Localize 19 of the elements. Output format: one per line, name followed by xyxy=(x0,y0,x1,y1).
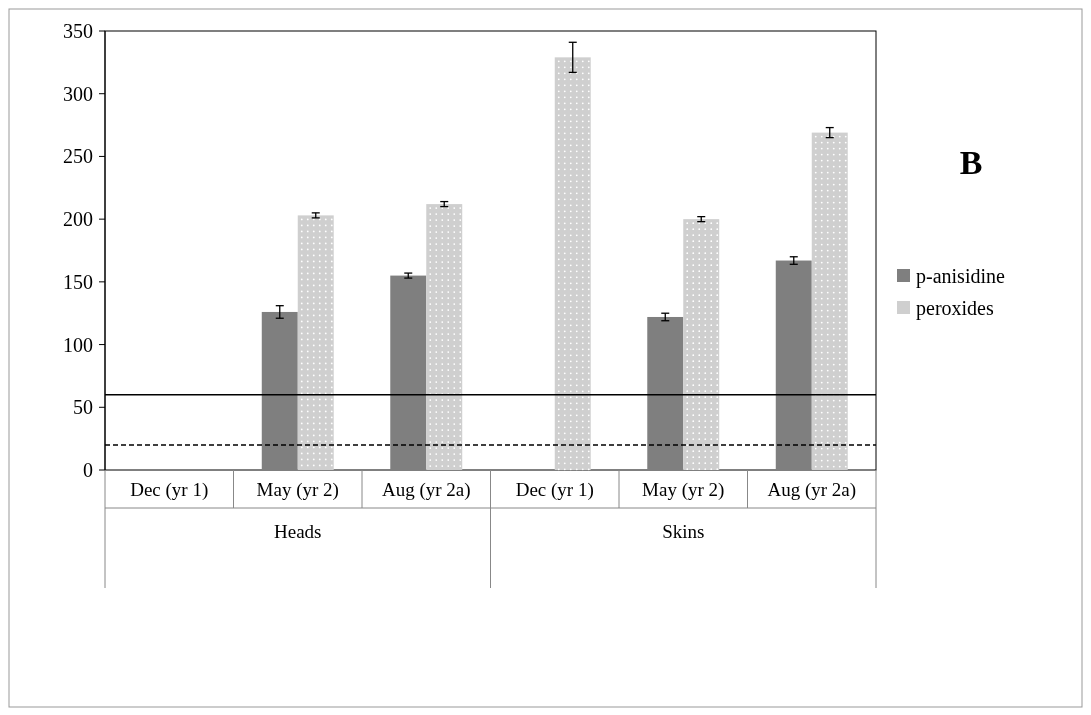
y-tick-label: 200 xyxy=(63,208,93,231)
y-tick-label: 250 xyxy=(63,145,93,168)
legend-label: p-anisidine xyxy=(916,265,1005,288)
x-tick-label: May (yr 2) xyxy=(642,479,725,501)
x-tick-label: Dec (yr 1) xyxy=(130,479,209,501)
x-tick-label: Aug (yr 2a) xyxy=(767,479,857,501)
y-tick-label: 150 xyxy=(63,270,93,293)
text: Skins xyxy=(662,521,705,542)
y-tick-label: 350 xyxy=(63,20,93,42)
y-tick-label: 0 xyxy=(83,459,93,481)
legend-label: peroxides xyxy=(916,297,994,320)
y-tick-label: 50 xyxy=(73,396,93,419)
x-tick-label: May (yr 2) xyxy=(256,479,339,501)
x-tick-label: Aug (yr 2a) xyxy=(381,479,471,501)
y-tick-label: 100 xyxy=(63,333,93,356)
text: B xyxy=(959,144,983,181)
x-tick-label: Dec (yr 1) xyxy=(515,479,594,501)
y-tick-label: 300 xyxy=(63,82,93,105)
text: Heads xyxy=(274,521,322,542)
